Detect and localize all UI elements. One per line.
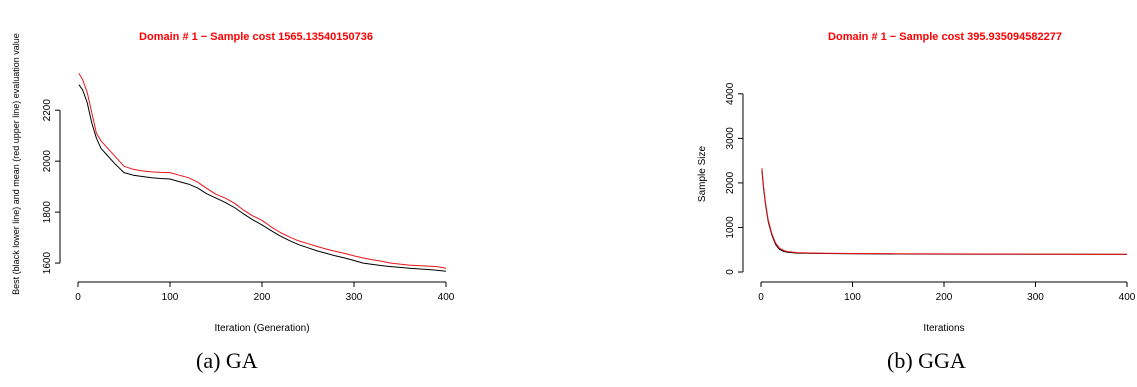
y-tick-label: 2000 <box>42 150 53 173</box>
chart-title: Domain # 1 − Sample cost 395.93509458227… <box>828 31 1062 43</box>
x-axis-label: Iteration (Generation) <box>214 323 309 334</box>
x-tick-label: 100 <box>162 292 179 303</box>
x-tick-label: 300 <box>1027 292 1044 303</box>
y-axis-label: Best (black lower line) and mean (red up… <box>11 33 21 295</box>
x-tick-label: 400 <box>438 292 455 303</box>
y-tick-label: 2200 <box>42 99 53 122</box>
x-axis: 0 100 200 300 400 <box>75 281 455 303</box>
y-tick-label: 1000 <box>725 216 736 239</box>
y-tick-label: 3000 <box>725 127 736 150</box>
chart-title: Domain # 1 − Sample cost 1565.1354015073… <box>139 31 373 43</box>
mean-series-line <box>761 168 1127 255</box>
x-tick-label: 400 <box>1119 292 1136 303</box>
caption-ga: (a) GA <box>196 348 258 373</box>
x-tick-label: 0 <box>758 292 764 303</box>
y-axis: 0 1000 2000 3000 4000 <box>725 82 744 275</box>
x-axis-label: Iterations <box>923 323 964 334</box>
y-tick-label: 1800 <box>42 201 53 224</box>
caption-gga: (b) GGA <box>887 348 966 373</box>
best-series-line <box>761 170 1128 255</box>
gga-chart: Domain # 1 − Sample cost 395.93509458227… <box>697 31 1136 334</box>
mean-series-line <box>78 73 447 269</box>
x-tick-label: 100 <box>844 292 861 303</box>
x-tick-label: 200 <box>254 292 271 303</box>
y-axis: 1600 1800 2000 2200 <box>42 99 61 275</box>
y-tick-label: 0 <box>725 269 736 275</box>
y-tick-label: 1600 <box>42 252 53 275</box>
x-tick-label: 300 <box>346 292 363 303</box>
y-tick-label: 2000 <box>725 171 736 194</box>
ga-chart: Domain # 1 − Sample cost 1565.1354015073… <box>11 31 455 334</box>
x-axis: 0 100 200 300 400 <box>758 281 1136 303</box>
y-tick-label: 4000 <box>725 82 736 105</box>
y-axis-label: Sample Size <box>697 145 708 202</box>
x-tick-label: 0 <box>75 292 81 303</box>
x-tick-label: 200 <box>936 292 953 303</box>
best-series-line <box>78 84 447 272</box>
